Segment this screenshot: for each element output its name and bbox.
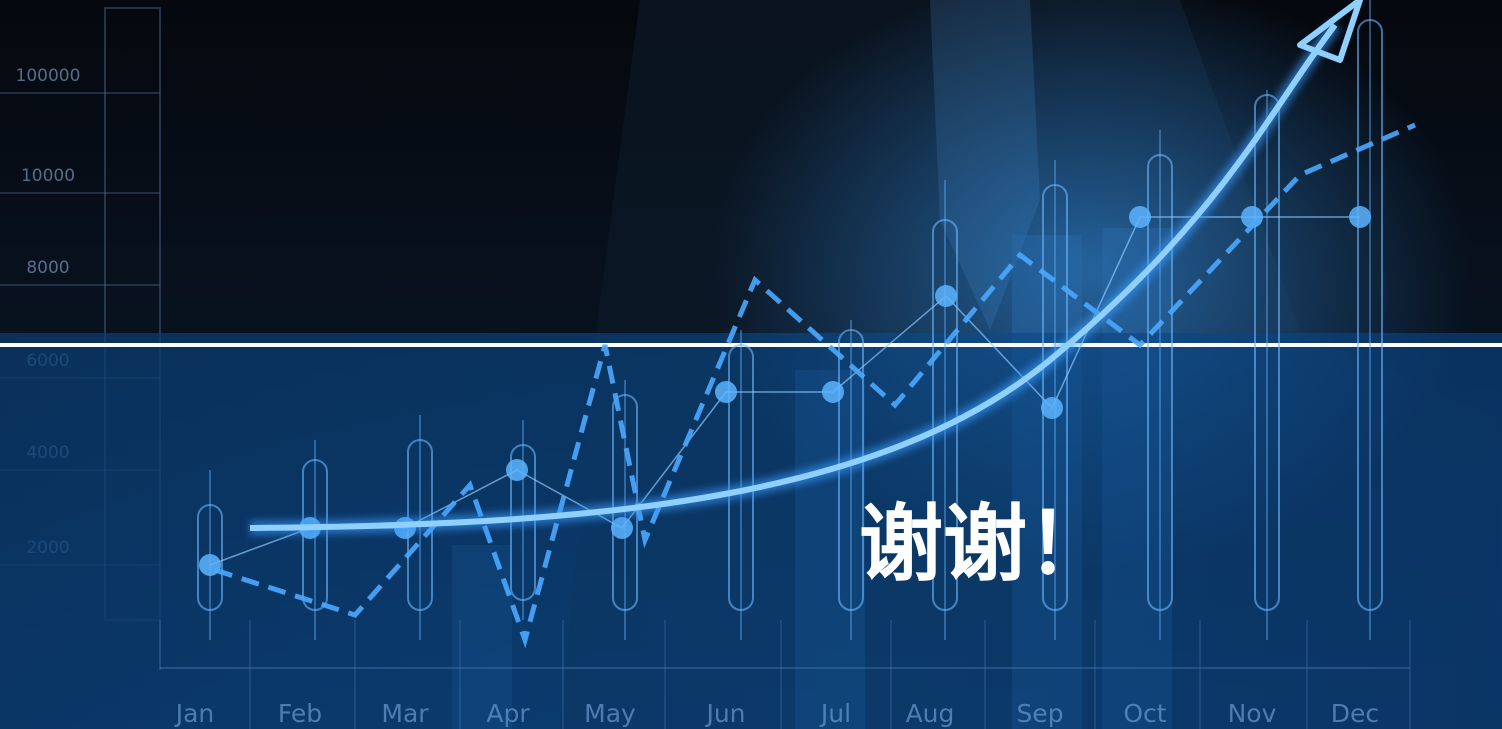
dashed-line [214,122,1416,649]
candle-body [728,344,754,611]
month-label: Mar [381,699,429,728]
arrow-head [1297,0,1363,63]
chart-foreground: Jan Feb Mar Apr May Jun Jul Aug Sep Oct Nov Dec [159,0,1416,729]
candle-body [1357,19,1383,611]
month-label: Apr [486,699,530,728]
thanks-title: 谢谢！ [859,495,1111,593]
month-label: Sep [1016,699,1063,728]
candle-body [1254,94,1280,611]
month-label: Oct [1123,699,1166,728]
line-dot [611,517,633,539]
month-label: Jul [819,699,851,728]
line-dot [822,381,844,403]
arrow-curve [249,23,1338,531]
month-label: Dec [1331,699,1379,728]
month-label: May [584,699,636,728]
line-dot [506,459,528,481]
axis-label: 10000 [21,166,75,186]
axis-label: 8000 [26,258,69,278]
month-label: Nov [1228,699,1277,728]
month-label: Jan [174,699,215,728]
month-label: Feb [278,699,322,728]
line-dot [1041,397,1063,419]
line-dot [715,381,737,403]
axis-label: 100000 [16,66,81,86]
candle-body [1147,154,1173,611]
month-label: Jun [704,699,745,728]
divider-line [0,343,1502,347]
month-label: Aug [906,699,955,728]
candle-body [197,504,223,611]
line-dot [1129,206,1151,228]
line-dot [935,285,957,307]
line-dot [1349,206,1371,228]
